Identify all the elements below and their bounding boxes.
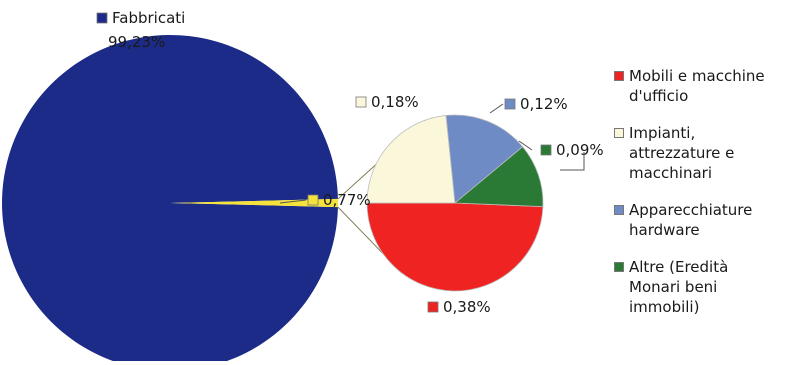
data-label-altre: 0,09%	[540, 141, 604, 159]
label-swatch	[96, 12, 108, 24]
data-label-other-value: 0,77%	[307, 191, 371, 209]
data-label-fabbricati: Fabbricati	[96, 9, 185, 27]
legend-swatch	[614, 205, 624, 215]
legend-label: Impianti, attrezzature e macchinari	[629, 124, 735, 182]
leader-altre-elbow	[560, 152, 585, 171]
pie-slice-fabbricati	[2, 35, 338, 365]
legend-item: Altre (Eredità Monari beni immobili)	[614, 257, 792, 317]
leader-altre	[518, 140, 533, 151]
label-text: Fabbricati	[112, 9, 185, 27]
secondary-pie	[366, 114, 544, 292]
legend-item: Impianti, attrezzature e macchinari	[614, 123, 792, 183]
data-label-impianti: 0,18%	[355, 93, 419, 111]
pie-slice-hardware	[445, 114, 524, 204]
label-swatch	[307, 194, 319, 206]
label-swatch	[540, 144, 552, 156]
leader-other	[279, 199, 307, 204]
data-label-hardware: 0,12%	[504, 95, 568, 113]
legend: Mobili e macchine d'ufficio Impianti, at…	[614, 66, 792, 334]
label-swatch	[427, 301, 439, 313]
legend-label: Mobili e macchine d'ufficio	[629, 67, 765, 105]
main-pie	[2, 35, 338, 365]
label-text: 0,38%	[443, 298, 491, 316]
label-text: 0,09%	[556, 141, 604, 159]
legend-item: Mobili e macchine d'ufficio	[614, 66, 792, 106]
leader-hardware	[489, 103, 504, 114]
pie-slice-mobili	[366, 202, 544, 292]
data-label-fabbricati-value: 99,23%	[108, 33, 165, 51]
legend-swatch	[614, 71, 624, 81]
label-text: 0,77%	[323, 191, 371, 209]
data-labels: Fabbricati 99,23% 0,77% 0,18% 0,12% 0,09% 0,38…	[96, 9, 604, 316]
legend-swatch	[614, 262, 624, 272]
label-swatch	[504, 98, 516, 110]
legend-item: Apparecchiature hardware	[614, 200, 792, 240]
legend-label: Altre (Eredità Monari beni immobili)	[629, 258, 729, 316]
data-label-mobili: 0,38%	[427, 298, 491, 316]
legend-label: Apparecchiature hardware	[629, 201, 753, 239]
pie-slice-impianti	[366, 115, 456, 204]
label-text: 0,18%	[371, 93, 419, 111]
label-text: 0,12%	[520, 95, 568, 113]
pie-slice-altre	[453, 146, 544, 208]
legend-swatch	[614, 128, 624, 138]
label-swatch	[355, 96, 367, 108]
